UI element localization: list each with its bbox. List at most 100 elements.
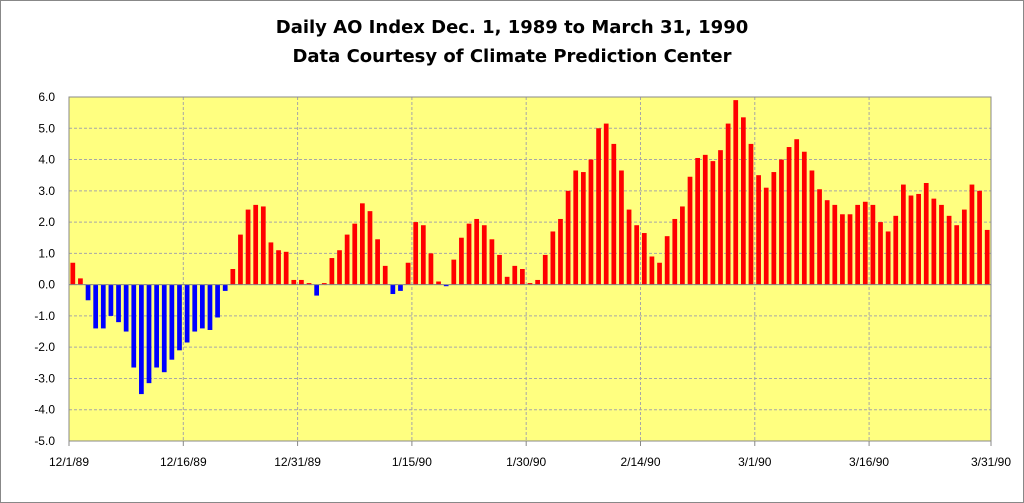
bar-positive <box>733 100 739 285</box>
bars <box>70 100 990 395</box>
bar-positive <box>497 254 502 285</box>
bar-positive <box>527 283 533 285</box>
bar-positive <box>748 143 754 285</box>
bar-positive <box>801 151 807 285</box>
chart-subtitle: Data Courtesy of Climate Prediction Cent… <box>292 46 731 67</box>
bar-positive <box>756 175 761 285</box>
bar-negative <box>100 284 106 329</box>
bar-positive <box>680 206 685 285</box>
bar-positive <box>260 206 266 285</box>
plot-area <box>69 97 991 441</box>
bar-positive <box>337 250 342 285</box>
bar-positive <box>862 201 868 285</box>
bar-positive <box>855 204 861 285</box>
bar-positive <box>672 218 678 285</box>
bar-negative <box>154 284 159 368</box>
bar-negative <box>93 284 99 329</box>
bar-negative <box>146 284 152 384</box>
bar-positive <box>413 222 419 285</box>
tick-labels: 6.0 5.0 4.0 3.0 2.0 1.0 0.0 -1.0 -2.0 -3.0 -4.0 -5.… <box>34 90 1011 469</box>
bar-positive <box>481 225 487 285</box>
bar-positive <box>893 215 899 285</box>
y-tick-label: 2.0 <box>38 215 55 229</box>
y-tick-label: 1.0 <box>38 246 55 260</box>
y-tick-label: -1.0 <box>34 309 55 323</box>
bar-positive <box>558 218 563 285</box>
y-tick-label: -5.0 <box>34 434 55 448</box>
bar-positive <box>382 265 388 285</box>
bar-negative <box>123 284 129 332</box>
bar-negative <box>108 284 114 316</box>
bar-positive <box>352 223 358 285</box>
bar-positive <box>291 279 297 285</box>
bar-positive <box>344 234 350 285</box>
bar-positive <box>702 154 708 285</box>
bar-positive <box>580 172 586 285</box>
bar-negative <box>131 284 137 368</box>
bar-positive <box>550 231 556 285</box>
x-tick-label: 3/1/90 <box>738 455 772 469</box>
bar-positive <box>916 193 921 285</box>
bar-positive <box>436 281 441 285</box>
bar-positive <box>832 204 838 285</box>
x-tick-label: 12/31/89 <box>274 455 321 469</box>
bar-positive <box>908 195 914 285</box>
bar-positive <box>961 209 967 285</box>
bar-positive <box>611 143 617 285</box>
bar-positive <box>687 176 693 285</box>
bar-positive <box>253 204 259 285</box>
bar-positive <box>489 239 495 285</box>
bar-positive <box>238 234 243 285</box>
bar-positive <box>977 190 982 285</box>
bar-positive <box>695 157 700 285</box>
bar-positive <box>276 250 281 285</box>
bar-positive <box>329 258 335 285</box>
y-tick-label: -4.0 <box>34 403 55 417</box>
bar-positive <box>901 184 906 285</box>
bar-positive <box>360 203 365 285</box>
bar-positive <box>809 170 815 285</box>
bar-positive <box>870 204 876 285</box>
bar-positive <box>619 170 624 285</box>
bar-positive <box>885 231 891 285</box>
bar-positive <box>657 262 662 285</box>
bar-positive <box>306 283 312 285</box>
bar-positive <box>451 259 457 285</box>
bar-positive <box>779 159 784 285</box>
chart-title: Daily AO Index Dec. 1, 1989 to March 31,… <box>276 17 749 38</box>
bar-positive <box>939 204 944 285</box>
bar-negative <box>207 284 213 330</box>
bar-negative <box>390 284 396 295</box>
bar-positive <box>299 279 304 285</box>
bar-negative <box>139 284 144 395</box>
axes <box>68 96 992 446</box>
bar-positive <box>878 222 883 285</box>
bar-positive <box>565 190 571 285</box>
bar-positive <box>794 139 800 285</box>
x-tick-label: 3/16/90 <box>849 455 889 469</box>
bar-positive <box>664 236 670 285</box>
bar-positive <box>824 200 830 285</box>
bar-negative <box>199 284 205 329</box>
plot-border <box>68 96 992 442</box>
bar-positive <box>321 283 327 285</box>
bar-positive <box>984 229 990 285</box>
bar-positive <box>420 225 426 285</box>
y-tick-label: -2.0 <box>34 340 55 354</box>
x-tick-label: 12/1/89 <box>49 455 89 469</box>
bar-negative <box>192 284 198 332</box>
bar-positive <box>535 279 540 285</box>
y-tick-label: 4.0 <box>38 153 55 167</box>
bar-positive <box>740 117 746 285</box>
bar-negative <box>169 284 175 360</box>
x-tick-label: 1/30/90 <box>506 455 546 469</box>
bar-positive <box>763 187 769 285</box>
bar-positive <box>268 242 274 285</box>
bar-positive <box>474 218 480 285</box>
x-tick-label: 12/16/89 <box>160 455 207 469</box>
bar-positive <box>70 262 76 285</box>
y-tick-label: 6.0 <box>38 90 55 104</box>
bar-positive <box>946 215 952 285</box>
